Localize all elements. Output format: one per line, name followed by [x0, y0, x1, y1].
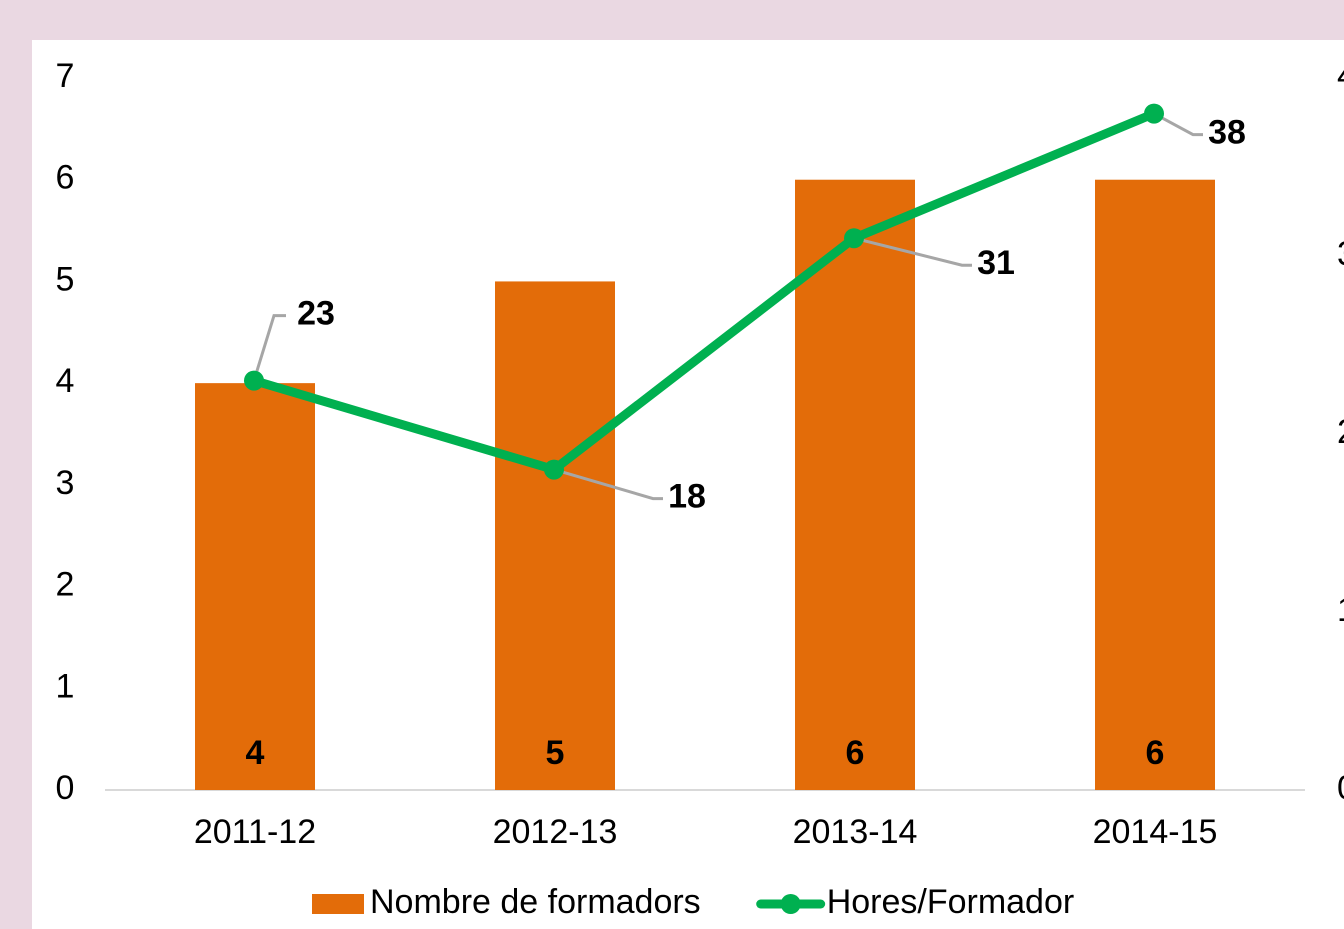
y-tick-label: 7	[56, 57, 75, 95]
line-value-label: 31	[977, 244, 1015, 282]
line-marker	[544, 459, 564, 480]
line-value-label: 18	[668, 478, 706, 516]
line-value-label: 23	[297, 295, 335, 333]
y2-tick-label: 20	[1337, 413, 1344, 451]
y-tick-label: 1	[56, 667, 75, 705]
y2-tick-label: 30	[1337, 235, 1344, 273]
bar	[495, 281, 615, 790]
line-marker	[844, 228, 864, 249]
line-marker	[244, 370, 264, 391]
bar	[195, 383, 315, 790]
x-tick-label: 2014-15	[1093, 813, 1218, 851]
bar	[795, 179, 915, 790]
y-tick-label: 6	[56, 159, 75, 197]
bar-value-label: 4	[246, 734, 265, 772]
bar-value-label: 5	[546, 734, 565, 772]
y2-tick-label: 40	[1337, 57, 1344, 95]
x-tick-label: 2012-13	[493, 813, 618, 851]
legend-label: Hores/Formador	[827, 883, 1075, 921]
line-value-label: 38	[1208, 114, 1246, 152]
y-tick-label: 3	[56, 464, 75, 502]
leader-line	[1153, 112, 1203, 137]
legend-swatch	[312, 894, 364, 914]
leader-line	[252, 314, 286, 382]
y-tick-label: 5	[56, 260, 75, 298]
y-tick-label: 0	[56, 769, 75, 807]
x-tick-label: 2013-14	[793, 813, 918, 851]
y2-tick-label: 10	[1337, 591, 1344, 629]
legend-marker	[780, 894, 801, 914]
bar-value-label: 6	[846, 734, 865, 772]
x-tick-label: 2011-12	[194, 813, 316, 851]
leader-line	[853, 236, 972, 267]
y-tick-label: 4	[56, 362, 75, 400]
y-tick-label: 2	[56, 566, 75, 604]
y2-tick-label: 0	[1337, 769, 1344, 807]
line	[252, 109, 1156, 475]
bar	[1095, 179, 1215, 790]
line-marker	[1144, 103, 1164, 124]
legend-label: Nombre de formadors	[370, 883, 701, 921]
bar-value-label: 6	[1146, 734, 1165, 772]
leader-line	[553, 468, 663, 501]
